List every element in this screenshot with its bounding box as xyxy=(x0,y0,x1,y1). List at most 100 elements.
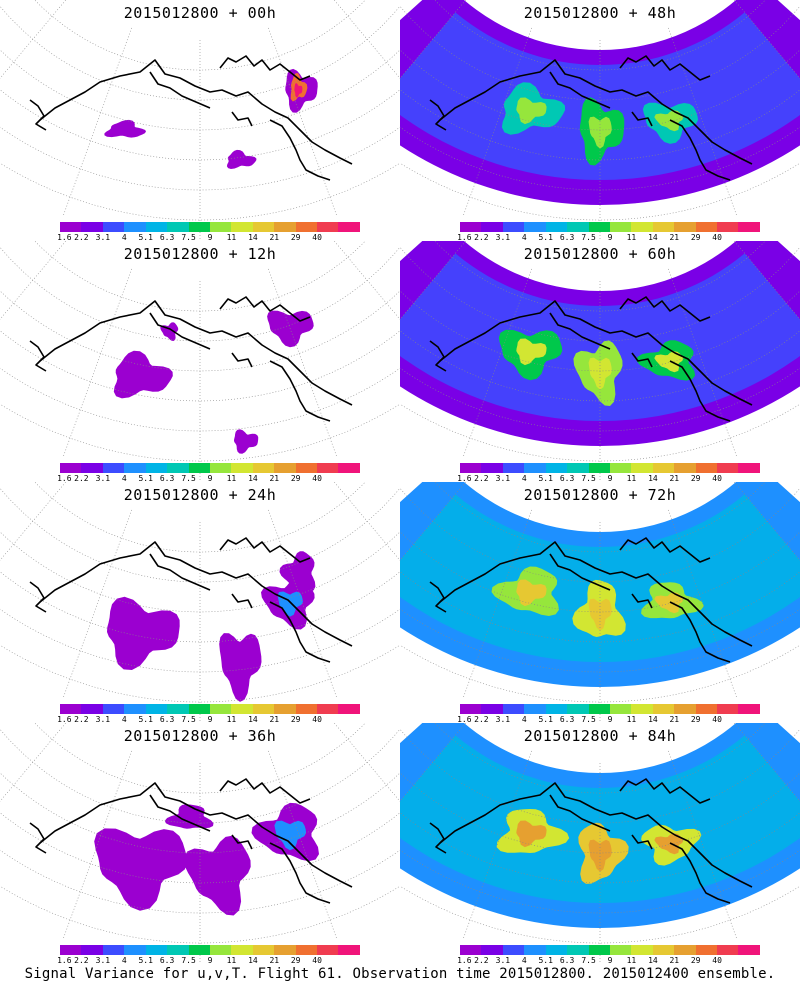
forecast-panel: 2015012800 + 24h 1.6 2.2 3.1 4 5.1 6.3 7.5 9 11 14… xyxy=(0,482,400,724)
colorbar-label: 14 xyxy=(248,233,258,242)
polar-map xyxy=(0,0,400,240)
colorbar-label: 5.1 xyxy=(138,474,153,483)
coastline xyxy=(439,59,753,165)
panel-title: 2015012800 + 00h xyxy=(123,4,277,22)
colorbar-label: 7.5 xyxy=(581,715,596,724)
colorbar-swatch xyxy=(60,222,82,232)
coastline xyxy=(439,782,753,888)
colorbar-swatch xyxy=(738,463,760,473)
colorbar-label: 3.1 xyxy=(495,474,511,483)
panel-title: 2015012800 + 36h xyxy=(123,727,277,745)
colorbar-swatch xyxy=(502,463,525,473)
colorbar-swatch xyxy=(674,463,696,473)
colorbar-swatch xyxy=(631,222,653,232)
colorbar: 1.6 2.2 3.1 4 5.1 6.3 7.5 9 11 14 21 29 40 xyxy=(457,945,760,967)
coastline xyxy=(29,340,47,372)
colorbar-swatch xyxy=(738,222,760,232)
colorbar-label: 40 xyxy=(712,956,722,965)
colorbar-swatch xyxy=(81,463,103,473)
colorbar-label: 40 xyxy=(712,474,722,483)
colorbar-label: 29 xyxy=(690,956,701,965)
colorbar-label: 21 xyxy=(269,715,280,724)
colorbar-swatch xyxy=(145,704,168,714)
colorbar: 1.6 2.2 3.1 4 5.1 6.3 7.5 9 11 14 21 29 40 xyxy=(57,463,360,485)
colorbar-swatch xyxy=(60,945,82,955)
colorbar-label: 4 xyxy=(121,956,127,965)
colorbar-swatch xyxy=(695,704,718,714)
colorbar-swatch xyxy=(252,704,275,714)
colorbar-label: 21 xyxy=(669,233,680,242)
variance-patch xyxy=(234,429,259,454)
colorbar-label: 5.1 xyxy=(138,233,153,242)
colorbar-label: 40 xyxy=(712,715,722,724)
forecast-panel: 2015012800 + 84h 1.6 2.2 3.1 4 5.1 6.3 7.5 9 11 14… xyxy=(400,723,800,967)
colorbar-label: 6.3 xyxy=(159,715,175,724)
panel-title: 2015012800 + 84h xyxy=(523,727,677,745)
colorbar-label: 11 xyxy=(626,715,637,724)
colorbar-swatch xyxy=(460,222,482,232)
colorbar-label: 40 xyxy=(712,233,722,242)
polar-map xyxy=(400,482,800,722)
colorbar-label: 7.5 xyxy=(181,715,196,724)
colorbar-swatch xyxy=(252,945,275,955)
colorbar-swatch xyxy=(524,945,546,955)
colorbar-swatch xyxy=(167,945,189,955)
colorbar-swatch xyxy=(481,463,503,473)
colorbar-swatch xyxy=(738,945,760,955)
colorbar-swatch xyxy=(231,704,253,714)
colorbar-swatch xyxy=(631,463,653,473)
coastline xyxy=(631,352,653,368)
colorbar-label: 1.6 xyxy=(457,715,472,724)
colorbar-swatch xyxy=(124,704,146,714)
colorbar-label: 11 xyxy=(626,474,637,483)
colorbar-label: 29 xyxy=(690,233,701,242)
colorbar-label: 5.1 xyxy=(138,956,153,965)
colorbar-swatch xyxy=(102,222,125,232)
figure-caption: Signal Variance for u,v,T. Flight 61. Ob… xyxy=(24,966,776,982)
colorbar-label: 9 xyxy=(607,715,613,724)
colorbar: 1.6 2.2 3.1 4 5.1 6.3 7.5 9 11 14 21 29 40 xyxy=(457,704,760,726)
colorbar-label: 7.5 xyxy=(581,233,596,242)
colorbar-swatch xyxy=(102,704,125,714)
colorbar-swatch xyxy=(609,945,632,955)
colorbar-swatch xyxy=(695,945,718,955)
coastline xyxy=(149,312,211,350)
colorbar-swatch xyxy=(338,222,360,232)
coastline xyxy=(631,834,653,850)
colorbar-swatch xyxy=(209,222,232,232)
forecast-map-grid: 2015012800 + 00h 1.6 2.2 3.1 4 5.1 6.3 7.5 9 11 14… xyxy=(0,0,800,965)
coastline xyxy=(269,842,331,904)
colorbar-label: 14 xyxy=(648,474,658,483)
colorbar-swatch xyxy=(209,704,232,714)
coastline xyxy=(619,55,711,81)
panel-title: 2015012800 + 24h xyxy=(123,486,277,504)
colorbar-swatch xyxy=(231,463,253,473)
coastline xyxy=(619,778,711,804)
colorbar-label: 29 xyxy=(690,715,701,724)
colorbar-swatch xyxy=(60,704,82,714)
colorbar-label: 2.2 xyxy=(474,956,489,965)
colorbar-label: 29 xyxy=(290,233,301,242)
colorbar-swatch xyxy=(695,463,718,473)
colorbar-swatch xyxy=(102,945,125,955)
variance-patch xyxy=(183,835,251,916)
colorbar-swatch xyxy=(124,463,146,473)
colorbar-swatch xyxy=(717,222,739,232)
colorbar-swatch xyxy=(167,463,189,473)
coastline xyxy=(549,312,611,350)
colorbar-label: 7.5 xyxy=(181,474,196,483)
colorbar-swatch xyxy=(274,222,296,232)
colorbar-swatch xyxy=(674,222,696,232)
colorbar-swatch xyxy=(231,945,253,955)
colorbar-swatch xyxy=(81,945,103,955)
coastline xyxy=(269,601,331,663)
colorbar-label: 4 xyxy=(521,474,527,483)
variance-patch xyxy=(160,322,179,341)
colorbar-swatch xyxy=(252,463,275,473)
colorbar-label: 1.6 xyxy=(457,233,472,242)
colorbar-swatch xyxy=(102,463,125,473)
colorbar-label: 9 xyxy=(207,715,213,724)
colorbar-swatch xyxy=(274,463,296,473)
coastline xyxy=(669,601,731,663)
coastline xyxy=(219,296,311,322)
